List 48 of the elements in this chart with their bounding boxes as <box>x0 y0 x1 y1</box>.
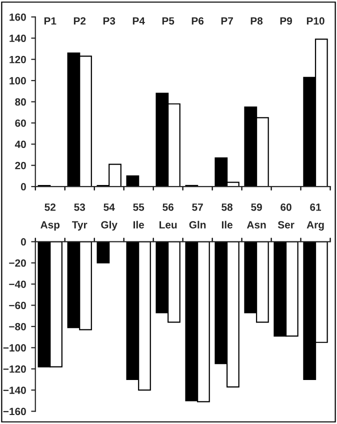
y-tick-label: −20 <box>9 259 26 267</box>
x-tick-label: 60 <box>280 204 292 211</box>
y-tick-label: 60 <box>15 119 26 127</box>
y-tick-label: 20 <box>15 162 26 170</box>
y-tick-label: 120 <box>10 56 26 64</box>
x-tick-label: Ile <box>222 220 232 229</box>
annotation: P4 <box>132 17 145 25</box>
x-tick-label: 52 <box>44 204 56 211</box>
y-tick-label: −60 <box>9 302 26 310</box>
x-tick-label: Asp <box>40 221 60 231</box>
annotation: P7 <box>221 17 233 25</box>
y-tick-label: −140 <box>3 386 26 394</box>
x-tick-label: Asn <box>246 221 266 229</box>
x-tick-label: Leu <box>160 221 177 229</box>
x-tick-label: 53 <box>74 204 86 211</box>
annotation: P3 <box>103 17 116 25</box>
x-tick-label: 58 <box>222 204 233 211</box>
annotation: P9 <box>280 17 292 25</box>
y-tick-label: 40 <box>14 140 26 148</box>
x-tick-label: 54 <box>104 204 115 211</box>
y-tick-label: 0 <box>20 183 26 190</box>
x-tick-label: 57 <box>192 204 203 211</box>
x-tick-label: Ile <box>134 220 144 229</box>
annotation: P1 <box>44 17 56 25</box>
y-tick-label: −160 <box>3 408 26 416</box>
x-tick-label: Gln <box>189 220 206 229</box>
annotation: P6 <box>192 17 204 25</box>
x-tick-label: 59 <box>251 204 262 211</box>
y-tick-label: 100 <box>10 77 26 84</box>
x-tick-label: Arg <box>306 221 324 231</box>
x-tick-label: 55 <box>133 204 144 211</box>
y-tick-label: 80 <box>15 98 26 106</box>
annotation: P2 <box>74 17 86 25</box>
annotation: P5 <box>162 17 174 25</box>
x-tick-label: 56 <box>162 204 174 211</box>
y-tick-label: −80 <box>9 322 26 330</box>
x-tick-label: 61 <box>310 204 322 211</box>
y-tick-label: −120 <box>3 365 26 373</box>
x-tick-label: Ser <box>278 221 294 229</box>
annotation: P10 <box>306 17 324 25</box>
x-tick-label: Tyr <box>72 221 88 231</box>
x-tick-label: Gly <box>101 220 118 231</box>
y-tick-label: 160 <box>10 13 26 21</box>
y-tick-label: −40 <box>9 280 26 288</box>
y-tick-label: −100 <box>3 344 26 352</box>
annotation: P8 <box>250 17 263 25</box>
y-tick-label: 140 <box>10 34 26 42</box>
y-tick-label: 0 <box>20 238 26 246</box>
